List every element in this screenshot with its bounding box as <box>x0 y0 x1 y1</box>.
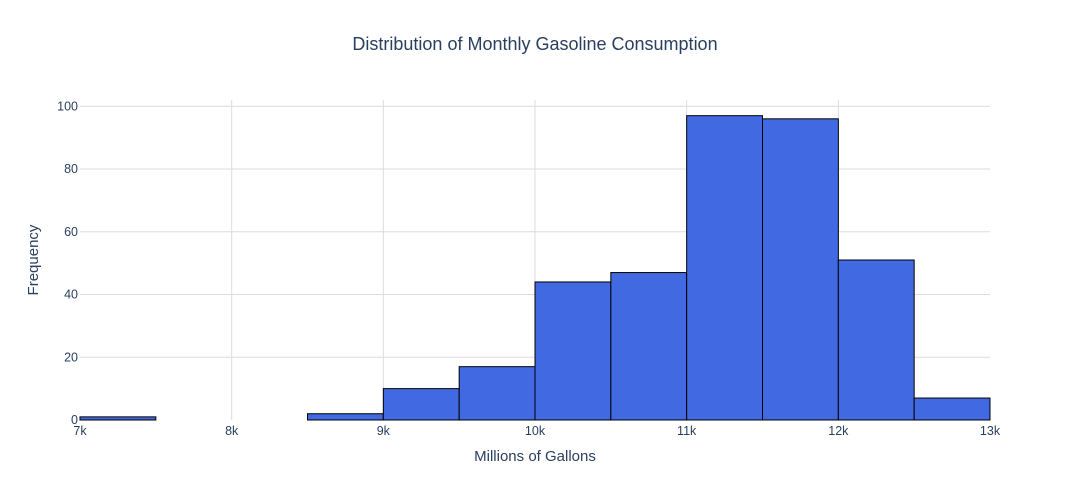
x-tick-label: 12k <box>828 424 849 438</box>
histogram-bar <box>610 272 688 421</box>
x-axis-ticks: 7k 8k 9k 10k 11k 12k 13k <box>73 424 1000 438</box>
y-axis-ticks: 0 20 40 60 80 100 <box>57 99 78 427</box>
y-tick-label: 40 <box>64 288 78 302</box>
x-tick-label: 9k <box>377 424 391 438</box>
histogram-bar <box>913 397 991 421</box>
histogram-bar <box>458 366 536 421</box>
histogram-bar <box>79 416 157 421</box>
x-tick-label: 13k <box>980 424 1001 438</box>
y-tick-label: 60 <box>64 225 78 239</box>
y-tick-label: 100 <box>57 99 78 113</box>
y-tick-label: 0 <box>71 413 78 427</box>
bar-layer <box>79 115 991 421</box>
histogram-bar <box>382 388 460 421</box>
y-tick-label: 80 <box>64 162 78 176</box>
chart-title: Distribution of Monthly Gasoline Consump… <box>352 34 717 54</box>
x-tick-label: 10k <box>525 424 546 438</box>
x-tick-label: 11k <box>677 424 697 438</box>
histogram-bar <box>762 118 839 421</box>
histogram-bar <box>534 281 612 421</box>
y-tick-label: 20 <box>64 350 78 364</box>
histogram-bar <box>686 115 764 421</box>
histogram-bar <box>837 259 915 421</box>
y-axis-title: Frequency <box>25 224 42 295</box>
histogram-bar <box>307 413 384 421</box>
x-tick-label: 7k <box>73 424 87 438</box>
x-tick-label: 8k <box>225 424 239 438</box>
x-axis-title: Millions of Gallons <box>474 448 596 465</box>
